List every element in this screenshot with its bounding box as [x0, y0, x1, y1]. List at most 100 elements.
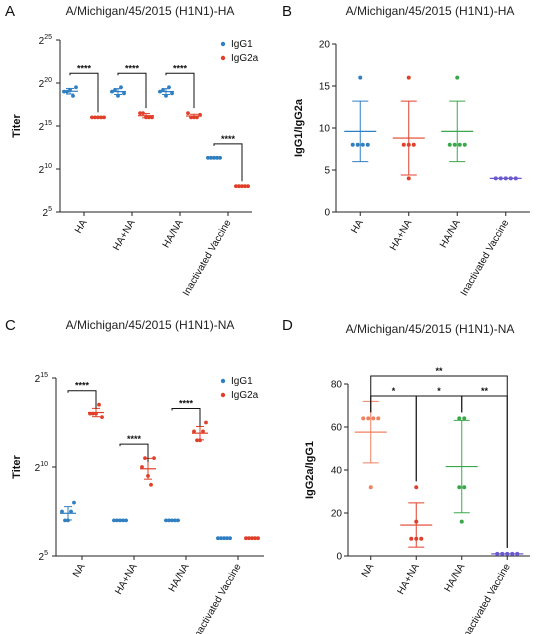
panel-c-data-point-igg1	[121, 518, 125, 523]
panel-c-data-point-igg1	[115, 518, 119, 523]
panel-a-data-point-igg1	[122, 91, 126, 96]
panel-b-x-tick-label: HA+NA	[388, 218, 415, 253]
panel-c-sig-bracket	[171, 408, 201, 427]
panel-b-x-tick-label: HA/NA	[438, 218, 463, 250]
panel-d-sig-label: **	[481, 386, 489, 396]
panel-a-x-tick-label: HA	[73, 218, 90, 236]
panel-a-data-point-igg1	[62, 89, 66, 94]
panel-a-y-label: Titer	[11, 113, 23, 137]
panel-a-data-point-igg2a	[243, 184, 247, 189]
panel-d-y-tick-label: 60	[331, 423, 343, 434]
panel-b-data-point	[455, 75, 460, 80]
panel-c-data-point-igg1	[72, 500, 76, 505]
panel-d-y-tick-label: 0	[336, 552, 342, 563]
panel-d-data-point	[500, 551, 505, 556]
panel-c-x-tick-label: HA/NA	[167, 562, 192, 594]
panel-c-data-point-igg1	[173, 518, 177, 523]
panel-d-sig-label: *	[392, 386, 396, 396]
panel-c-sig-bracket	[119, 443, 149, 462]
panel-a-sig-bracket	[213, 143, 243, 182]
panel-d-data-point	[457, 485, 462, 490]
panel-c-data-point-igg1	[219, 536, 223, 541]
panel-a-data-point-igg1	[113, 87, 117, 92]
panel-c-x-tick-label: Inactivated Vaccine	[191, 562, 244, 634]
panel-a-data-point-igg1	[74, 85, 78, 90]
panel-a-data-point-igg2a	[144, 115, 148, 120]
panel-c-data-point-igg2a	[244, 536, 248, 541]
panel-b-y-tick-label: 15	[319, 82, 331, 93]
panel-d-data-point	[515, 551, 520, 556]
panel-a-data-point-igg2a	[147, 115, 151, 120]
panel-d-data-point	[462, 485, 467, 490]
panel-a-sig-label: ****	[221, 134, 236, 144]
panel-a-sig-bracket	[165, 72, 195, 109]
panel-d-y-tick-label: 40	[331, 466, 343, 477]
panel-d-data-point	[361, 416, 366, 421]
panel-a-data-point-igg1	[116, 94, 120, 98]
panel-c-data-point-igg2a	[149, 482, 153, 487]
panel-c-sig-label: ****	[127, 434, 142, 444]
panel-c-data-point-igg2a	[192, 429, 196, 434]
panel-a-sig-label: ****	[125, 63, 140, 73]
panel-a-letter: A	[5, 3, 15, 20]
panel-a-legend-marker	[220, 55, 226, 61]
panel-c-x-tick-label: NA	[71, 562, 88, 580]
panel-c-data-point-igg2a	[100, 415, 104, 420]
panel-a-data-point-igg1	[206, 155, 210, 160]
panel-d-title: A/Michigan/45/2015 (H1N1)-NA	[346, 322, 515, 336]
panel-c-data-point-igg2a	[201, 429, 205, 434]
panel-c-legend-label: IgG2a	[231, 390, 259, 401]
panel-d-data-point	[457, 416, 462, 421]
panel-b-data-point	[498, 176, 503, 181]
panel-d-data-point	[419, 536, 424, 541]
panel-d-data-point	[371, 416, 376, 421]
panel-d-y-tick-label: 80	[331, 380, 343, 391]
panel-d-data-point	[368, 485, 373, 490]
panel-a-data-point-igg2a	[240, 184, 244, 189]
panel-c-legend-marker	[220, 392, 226, 398]
panel-a-data-point-igg1	[170, 91, 174, 96]
panel-a-data-point-igg2a	[138, 111, 142, 115]
panel-c-y-tick-label: 25	[39, 550, 49, 563]
panel-a-data-point-igg1	[209, 155, 213, 160]
panel-c-sig-label: ****	[179, 399, 194, 409]
panel-d-data-point	[366, 416, 371, 421]
panel-a-data-point-igg2a	[102, 115, 106, 120]
panel-a-y-tick-label: 25	[43, 206, 53, 219]
panel-b-data-point	[508, 176, 513, 181]
panel-a-sig-label: ****	[77, 63, 92, 73]
panel-b-y-tick-label: 10	[319, 124, 331, 135]
panel-b-x-tick-label: Inactivated Vaccine	[459, 218, 512, 298]
panel-d-sig-bracket	[370, 375, 508, 548]
panel-b-letter: B	[282, 3, 292, 20]
panel-c-sig-label: ****	[75, 381, 90, 391]
panel-b-data-point	[355, 142, 360, 147]
panel-a-data-point-igg1	[164, 94, 168, 98]
panel-d-data-point	[495, 551, 500, 556]
panel-d-sig-bracket	[370, 395, 417, 482]
panel-a-y-tick-label: 210	[39, 163, 52, 176]
panel-d-data-point	[414, 485, 419, 490]
panel-a-data-point-igg1	[161, 87, 165, 92]
panel-a-data-point-igg2a	[96, 115, 100, 120]
panel-a-data-point-igg2a	[99, 115, 103, 120]
panel-a-x-tick-label: HA/NA	[161, 218, 186, 250]
panel-c-data-point-igg1	[222, 536, 226, 541]
panel-c-data-point-igg1	[60, 509, 64, 514]
panel-a-y-tick-label: 225	[39, 34, 52, 47]
panel-a-data-point-igg1	[68, 87, 72, 92]
panel-c-data-point-igg2a	[146, 474, 150, 478]
panel-c-data-point-igg2a	[88, 411, 92, 416]
panel-c-data-point-igg1	[118, 518, 122, 523]
panel-d-data-point	[409, 536, 414, 541]
panel-a-data-point-igg2a	[198, 112, 202, 117]
panel-a-data-point-igg2a	[93, 115, 97, 120]
panel-b-data-point	[513, 176, 518, 181]
panel-b-x-tick-label: HA	[349, 218, 366, 236]
panel-c-data-point-igg1	[228, 536, 232, 541]
panel-d-sig-label: **	[435, 366, 443, 376]
panel-a-data-point-igg2a	[189, 115, 193, 120]
panel-c-x-tick-label: HA+NA	[113, 562, 140, 597]
panel-c-data-point-igg2a	[256, 536, 260, 541]
